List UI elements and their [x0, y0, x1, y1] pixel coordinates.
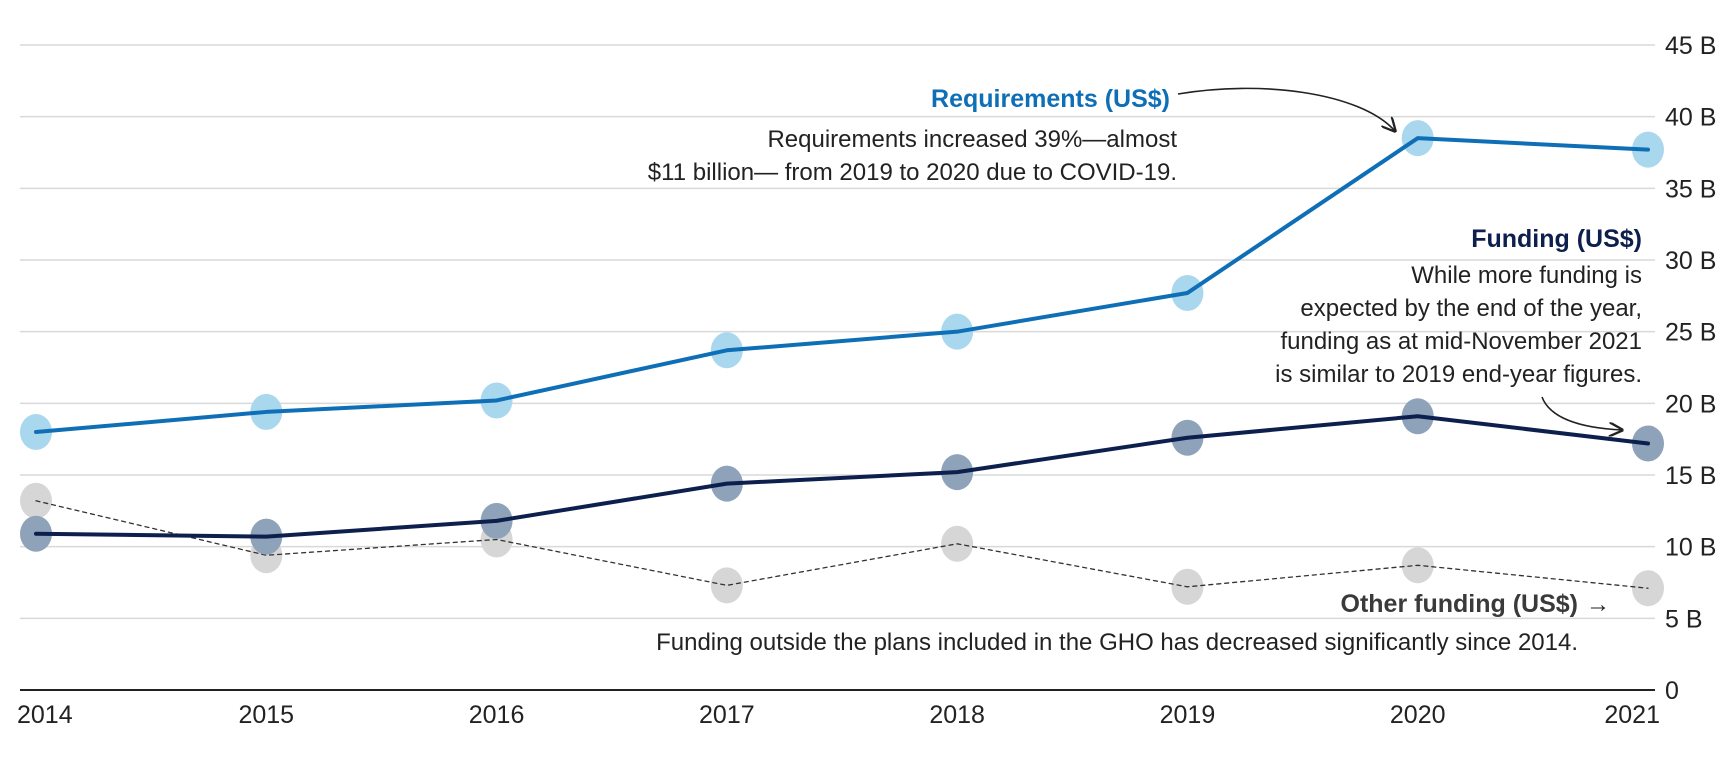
- funding-arrow-icon: [1541, 396, 1622, 430]
- funding-annotation: Funding (US$) While more funding is expe…: [1275, 225, 1642, 430]
- series: [20, 120, 1664, 607]
- y-tick-label: 30 B: [1665, 247, 1716, 275]
- funding-line: [34, 414, 1650, 539]
- y-tick-label: 5 B: [1665, 605, 1703, 633]
- funding-annotation-line-4: is similar to 2019 end-year figures.: [1275, 361, 1642, 388]
- y-tick-label: 45 B: [1665, 32, 1716, 60]
- requirements-arrow-icon: [1177, 87, 1395, 131]
- x-tick-label: 2019: [1160, 701, 1216, 729]
- series-requirements: [20, 120, 1664, 450]
- y-tick-label: 15 B: [1665, 462, 1716, 490]
- funding-annotation-line-3: funding as at mid-November 2021: [1280, 328, 1642, 355]
- x-tick-label: 2021: [1604, 701, 1660, 729]
- y-tick-label: 25 B: [1665, 319, 1716, 347]
- other-funding-annotation-title: Other funding (US$): [1341, 590, 1578, 618]
- other-funding-annotation-text: Funding outside the plans included in th…: [656, 629, 1578, 656]
- other-funding-line: [35, 500, 1649, 589]
- y-tick-label: 10 B: [1665, 534, 1716, 562]
- requirements-annotation-line-2: $11 billion— from 2019 to 2020 due to CO…: [648, 159, 1177, 186]
- x-tick-label: 2017: [699, 701, 755, 729]
- y-tick-label: 40 B: [1665, 104, 1716, 132]
- x-tick-label: 2020: [1390, 701, 1446, 729]
- requirements-annotation-title: Requirements (US$): [931, 85, 1170, 113]
- requirements-annotation: Requirements (US$) Requirements increase…: [648, 85, 1395, 186]
- x-tick-label: 2014: [17, 701, 73, 729]
- y-tick-label: 20 B: [1665, 390, 1716, 418]
- right-arrow-icon: →: [1586, 591, 1610, 618]
- requirements-annotation-line-1: Requirements increased 39%—almost: [767, 126, 1177, 153]
- y-tick-label: 0: [1665, 677, 1679, 705]
- funding-annotation-title: Funding (US$): [1471, 225, 1642, 253]
- series-funding: [20, 398, 1664, 555]
- x-tick-label: 2018: [929, 701, 985, 729]
- requirements-line: [34, 136, 1650, 434]
- funding-annotation-line-1: While more funding is: [1411, 262, 1642, 289]
- y-tick-label: 35 B: [1665, 175, 1716, 203]
- x-axis-ticks: 2014 2015 2016 2017 2018 2019 2020 2021: [17, 701, 1660, 729]
- other-funding-annotation: Other funding (US$) → Funding outside th…: [656, 590, 1610, 656]
- funding-annotation-line-2: expected by the end of the year,: [1300, 295, 1642, 322]
- x-tick-label: 2016: [469, 701, 525, 729]
- x-tick-label: 2015: [238, 701, 294, 729]
- y-axis-ticks: 0 5 B 10 B 15 B 20 B 25 B 30 B 35 B 40 B 45 B: [1665, 32, 1716, 705]
- other-funding-point: [710, 567, 743, 604]
- grid-lines: [20, 44, 1655, 691]
